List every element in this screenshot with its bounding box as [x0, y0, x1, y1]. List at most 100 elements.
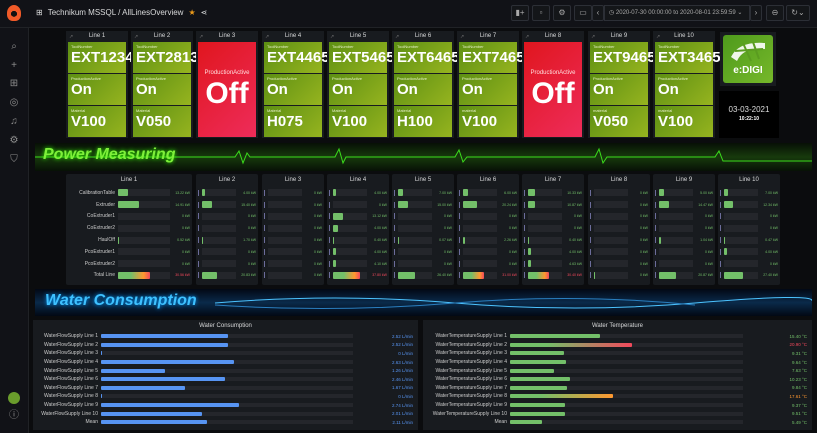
bar-gauge-row: PcoExtruder2 0 kW — [66, 258, 192, 270]
panel-link-icon[interactable]: ↗ — [395, 34, 400, 40]
tile-header[interactable]: ↗ Line 10 — [653, 31, 715, 41]
bar-value: 0 kW — [444, 226, 452, 231]
bar-value: 0 kW — [444, 261, 452, 266]
bar-value: 4.00 kW — [374, 249, 387, 254]
time-forward-button[interactable]: › — [750, 5, 762, 21]
zoom-out-icon[interactable]: ⊖ — [766, 5, 784, 21]
material-stat: Material V100 — [329, 106, 387, 137]
tile-header[interactable]: ↗ Line 8 — [522, 31, 584, 41]
bar-value: 4.00 kW — [374, 226, 387, 231]
bar-track — [463, 260, 497, 268]
share-icon[interactable]: ⋖ — [200, 8, 208, 17]
tile-header[interactable]: ↗ Line 9 — [588, 31, 650, 41]
bar-gauge-row: 0 kW — [653, 222, 715, 234]
tile-title: Line 7 — [479, 33, 497, 39]
bar-track — [202, 224, 236, 232]
bar-fill — [528, 236, 529, 244]
bar-value: 0 kW — [640, 249, 648, 254]
power-panel: Line 6 6.00 kW 20.24 kW 0 kW 0 kW 2.26 kW 0 kW… — [457, 174, 519, 285]
bar-fill — [101, 385, 186, 390]
line-tile: ↗ Line 5 ToolNumber EXT5465 ProductionActive… — [327, 31, 395, 138]
bar-track — [118, 224, 170, 232]
panel-title: Line 4 — [349, 177, 367, 183]
bar-gauge-row: 0 kW — [588, 222, 650, 234]
row-label: Extruder — [96, 201, 115, 208]
panel-link-icon[interactable]: ↗ — [265, 34, 270, 40]
bar-track — [268, 248, 302, 256]
row-marker — [655, 225, 656, 232]
bar-track — [101, 334, 353, 339]
add-panel-button[interactable]: ▮+ — [511, 5, 529, 21]
tile-header[interactable]: ↗ Line 2 — [131, 31, 193, 41]
bar-value: 30.40 kW — [567, 273, 582, 278]
bar-value: 0 kW — [444, 249, 452, 254]
stat-value: EXT5465 — [332, 49, 395, 66]
stat-value: EXT3465 — [658, 49, 721, 66]
grafana-logo-icon[interactable] — [7, 5, 21, 21]
bar-fill — [463, 271, 485, 279]
bar-gauge-row: 4.10 kW — [327, 258, 389, 270]
refresh-button[interactable]: ↻⌄ — [786, 5, 810, 21]
shield-icon[interactable]: ⛉ — [10, 154, 18, 165]
row-marker — [590, 237, 591, 244]
bar-value: 4.00 kW — [374, 190, 387, 195]
stat-label: Material — [397, 108, 412, 113]
save-button[interactable]: ▫ — [532, 5, 550, 21]
tv-mode-icon[interactable]: ▭ — [574, 5, 592, 21]
row-marker — [655, 272, 656, 279]
tool-number-stat: ToolNumber EXT4465 — [264, 42, 330, 73]
bar-value: 9.37 °C — [791, 402, 807, 408]
plus-icon[interactable]: + — [11, 60, 17, 71]
tile-header[interactable]: ↗ Line 6 — [392, 31, 454, 41]
alerting-bell-icon[interactable]: ♫ — [10, 116, 18, 127]
search-icon[interactable]: ⌕ — [11, 41, 17, 52]
configuration-gear-icon[interactable]: ⚙ — [9, 135, 19, 146]
bar-value: 0 kW — [248, 214, 256, 219]
panel-link-icon[interactable]: ↗ — [199, 34, 204, 40]
bar-gauge-row: 27.40 kW — [718, 270, 780, 282]
time-range-picker[interactable]: ◷ 2020-07-30 00:00:00 to 2020-08-01 23:5… — [604, 5, 750, 21]
panel-link-icon[interactable]: ↗ — [525, 34, 530, 40]
tile-header[interactable]: ↗ Line 4 — [262, 31, 324, 41]
star-icon[interactable]: ★ — [188, 8, 196, 17]
panel-link-icon[interactable]: ↗ — [656, 34, 661, 40]
bar-value: 0 kW — [640, 261, 648, 266]
bar-fill — [528, 201, 535, 209]
row-marker — [198, 260, 199, 267]
settings-gear-icon[interactable]: ⚙ — [553, 5, 571, 21]
dashboards-icon[interactable]: ⊞ — [9, 78, 19, 89]
bar-value: 2.52 L/min — [391, 342, 413, 348]
panel-link-icon[interactable]: ↗ — [591, 34, 596, 40]
panel-link-icon[interactable]: ↗ — [69, 34, 74, 40]
bar-track — [268, 224, 302, 232]
bar-fill — [101, 403, 240, 408]
bar-gauge-row: 0 kW — [588, 270, 650, 282]
tile-header[interactable]: ↗ Line 5 — [327, 31, 389, 41]
bar-fill — [101, 351, 102, 356]
bar-value: 0 kW — [314, 238, 322, 243]
bar-track — [659, 260, 693, 268]
avatar[interactable] — [8, 392, 20, 404]
bar-value: 0 kW — [574, 226, 582, 231]
tile-header[interactable]: ↗ Line 3 — [196, 31, 258, 41]
bar-value: 0 kW — [379, 202, 387, 207]
tile-title: Line 9 — [610, 33, 628, 39]
panel-link-icon[interactable]: ↗ — [460, 34, 465, 40]
bar-track — [398, 189, 432, 197]
tile-header[interactable]: ↗ Line 1 — [66, 31, 128, 41]
time-back-button[interactable]: ‹ — [592, 5, 604, 21]
tile-header[interactable]: ↗ Line 7 — [457, 31, 519, 41]
row-marker — [329, 213, 330, 220]
help-icon[interactable]: ⓘ — [9, 410, 19, 421]
bar-track — [101, 385, 353, 390]
explore-compass-icon[interactable]: ◎ — [9, 97, 19, 108]
panel-link-icon[interactable]: ↗ — [134, 34, 139, 40]
dashboard-title[interactable]: Technikum MSSQL / AllLinesOverview — [47, 8, 184, 17]
stat-value: V100 — [332, 113, 368, 130]
bar-fill — [101, 334, 228, 339]
bar-gauge-row: 4.00 kW — [327, 222, 389, 234]
panel-link-icon[interactable]: ↗ — [330, 34, 335, 40]
row-label: WaterFlowSupply Line 7 — [43, 384, 98, 391]
sidebar: ⌕ + ⊞ ◎ ♫ ⚙ ⛉ ⓘ — [0, 28, 29, 433]
bar-fill — [333, 189, 336, 197]
